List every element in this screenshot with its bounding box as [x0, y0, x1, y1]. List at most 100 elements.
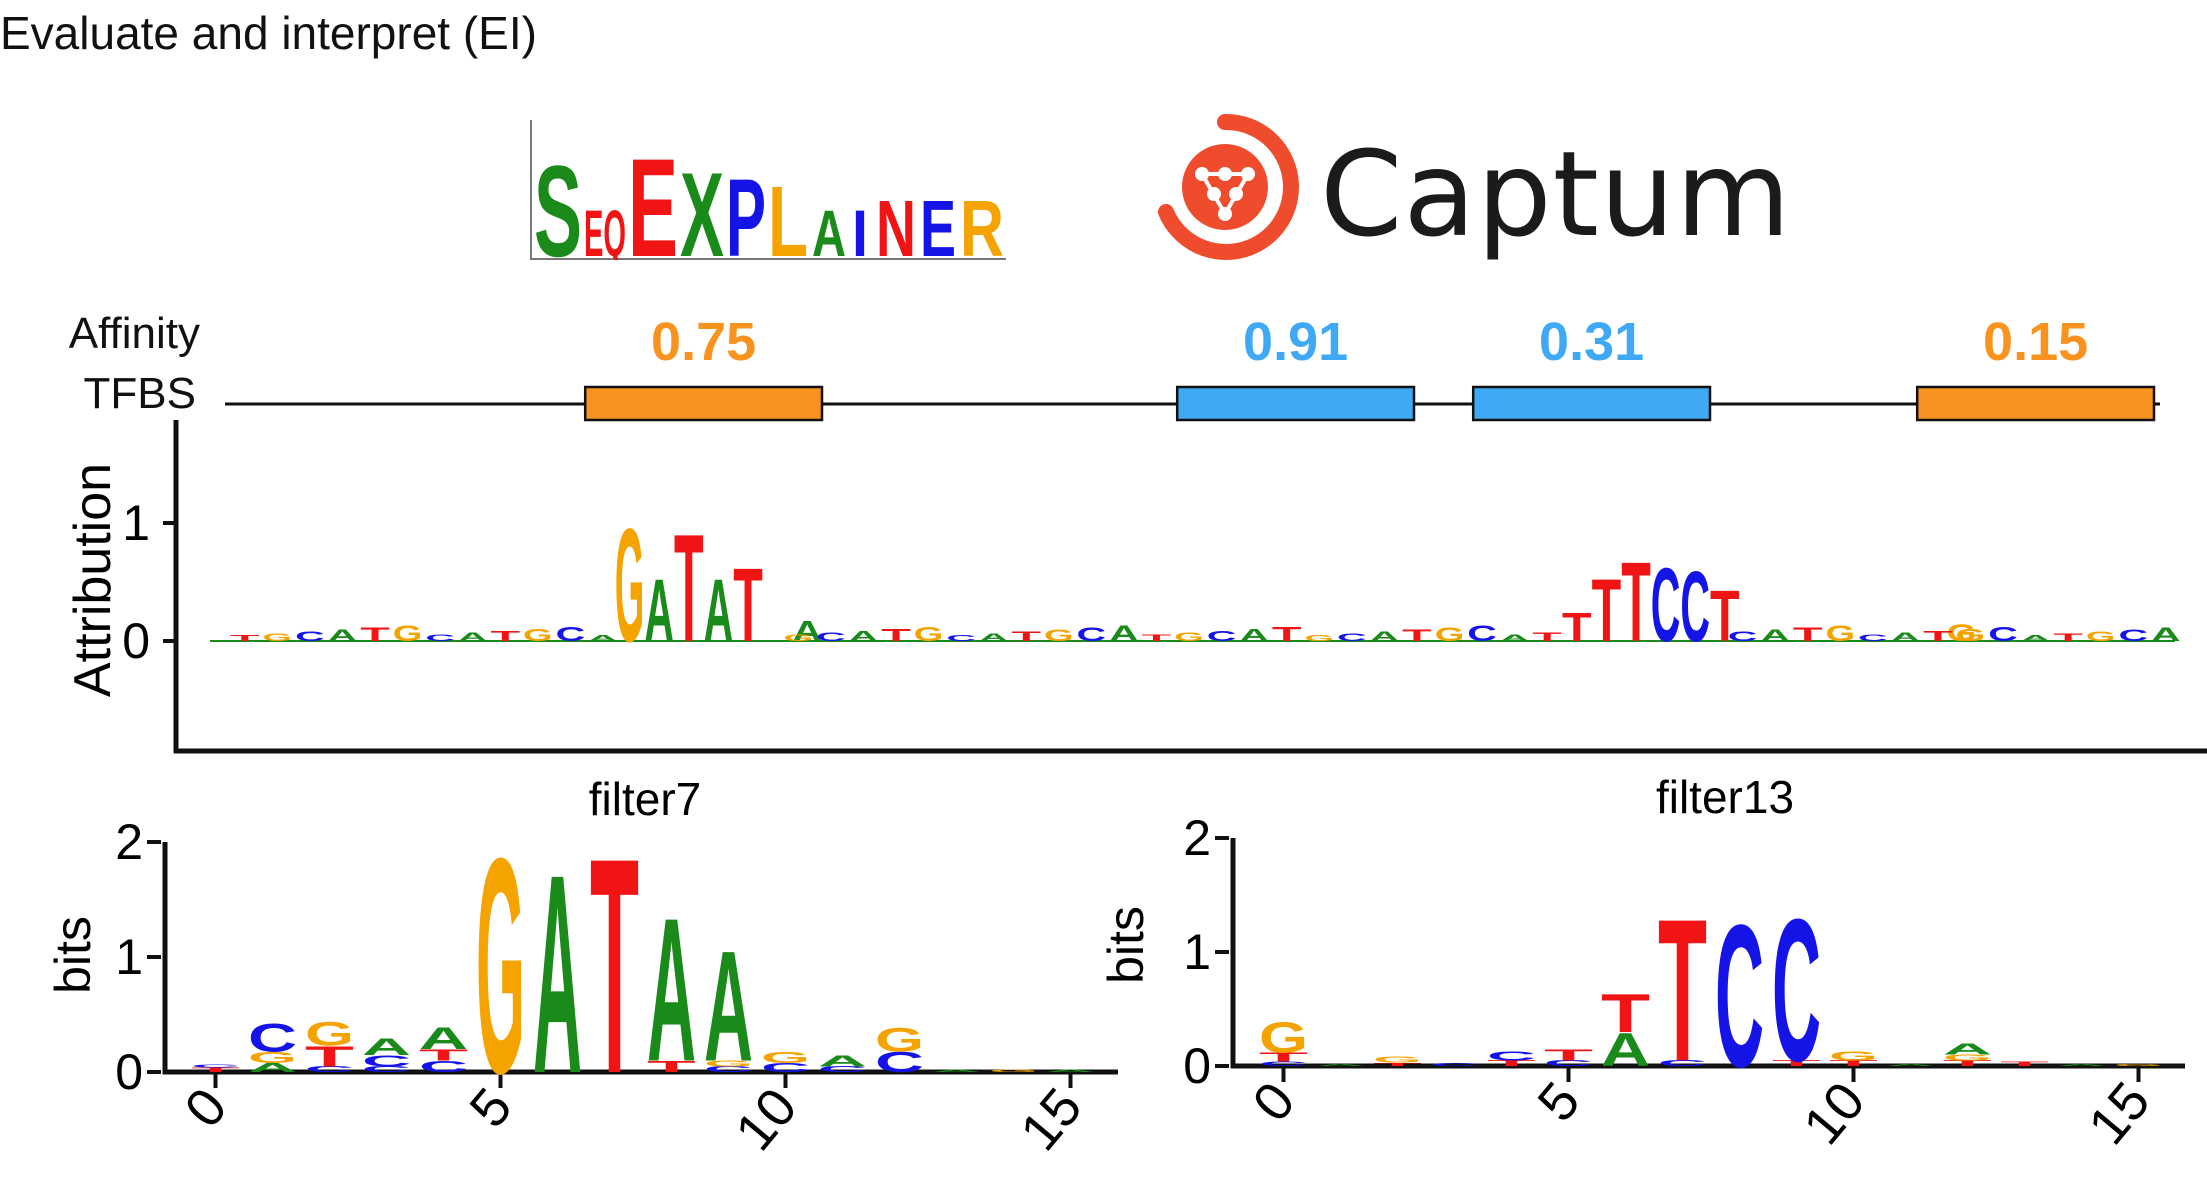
logo-letter: C	[191, 1063, 240, 1068]
affinity-value: 0.91	[1243, 312, 1348, 372]
logo-letter: G	[989, 1069, 1038, 1072]
attribution-letter: G	[1044, 627, 1074, 645]
logo-letter: G	[875, 1020, 924, 1059]
filter13-title: filter13	[1656, 771, 1794, 823]
logo-letter: E	[920, 184, 956, 260]
xtick-label: 0	[1241, 1071, 1306, 1133]
attribution-letter: C	[1337, 632, 1367, 644]
logo-letter: C	[1430, 1062, 1479, 1067]
attribution-letter: T	[1923, 628, 1953, 645]
attribution-letter: T	[1142, 633, 1172, 644]
ytick-label: 0	[1183, 1038, 1211, 1094]
attribution-letter: A	[792, 615, 822, 647]
logo-letter: A	[1886, 1063, 1935, 1066]
ytick-label: 1	[1183, 924, 1211, 980]
attribution-letter: C	[295, 629, 325, 644]
attribution-letter: T	[881, 625, 911, 645]
attribution-letter: T	[1592, 562, 1622, 661]
attribution-letter: T	[490, 628, 520, 645]
logo-letter: L	[768, 166, 808, 260]
attribution-letter: A	[2151, 624, 2181, 646]
logo-letter: C	[305, 1065, 354, 1074]
attribution-letter: C	[2118, 627, 2148, 645]
attribution-letter: C	[1467, 621, 1497, 646]
ytick-label: 2	[115, 814, 143, 870]
logo-letter: C	[1544, 1059, 1593, 1068]
logo-letter: G	[1259, 1014, 1308, 1062]
attribution-letter: A	[1500, 633, 1530, 644]
xtick-label: 5	[1526, 1071, 1591, 1133]
logo-letter: C	[1259, 1060, 1308, 1067]
logo-letter: G	[248, 1049, 297, 1067]
seqexplainer-logo: S EQ E X P L A I N E R	[530, 120, 1006, 286]
logo-letter: I	[852, 196, 868, 260]
affinity-label: Affinity	[69, 309, 200, 358]
xtick-label: 0	[173, 1077, 238, 1139]
attribution-letter: G	[1947, 619, 1977, 646]
logo-letter: A	[248, 1061, 297, 1075]
logo-letter: G	[476, 795, 525, 1138]
logo-letter: G	[1373, 1056, 1422, 1065]
logo-letter: C	[704, 1065, 753, 1074]
logo-letter: G	[761, 1049, 810, 1067]
logo-letter: A	[1046, 1069, 1095, 1072]
attribution-letter: G	[393, 621, 423, 646]
logo-letter: C	[761, 1061, 810, 1075]
ytick-label: 2	[1183, 810, 1211, 866]
logo-letter: T	[1601, 983, 1650, 1044]
logo-letter: C	[1658, 1059, 1707, 1068]
tfbs-site-box	[1915, 385, 2156, 422]
attribution-letter: G	[523, 625, 553, 645]
attribution-letter: G	[615, 496, 645, 677]
attribution-letter: T	[1710, 575, 1740, 656]
logo-letter: N	[876, 184, 916, 260]
tfbs-label: TFBS	[84, 369, 196, 418]
attribution-letter: G	[1825, 621, 1855, 646]
attribution-letter: G	[914, 623, 944, 646]
captum-icon	[1158, 113, 1299, 260]
attribution-letter: T	[733, 548, 763, 664]
logo-letter: C	[1772, 876, 1821, 1104]
logo-letter: T	[1943, 1059, 1992, 1068]
attribution-letter: C	[1207, 628, 1237, 645]
attribution-letter: A	[1891, 630, 1921, 644]
logo-letter: T	[1772, 1059, 1821, 1068]
figure-title: Evaluate and interpret (EI)	[0, 7, 537, 59]
logo-letter: E	[628, 129, 678, 260]
affinity-value: 0.15	[1983, 312, 2088, 372]
attribution-letter: A	[644, 562, 674, 661]
filter7-title: filter7	[589, 773, 701, 825]
tfbs-site-box	[583, 385, 824, 422]
attr-ytick-label-1: 1	[122, 495, 150, 551]
logo-letter: X	[680, 148, 724, 260]
logo-letter: A	[812, 196, 846, 260]
attribution-letter: C	[816, 630, 846, 644]
logo-letter: A	[362, 1034, 411, 1060]
attribution-letter: T	[1402, 627, 1432, 645]
attribution-letter: A	[979, 632, 1009, 644]
attribution-letter: T	[1011, 629, 1041, 644]
logo-letter: T	[1544, 1046, 1593, 1064]
logo-letter: C	[362, 1052, 411, 1070]
logo-letter: C	[248, 1016, 297, 1060]
tfbs-site-box	[1175, 385, 1416, 422]
logo-letter: T	[419, 1046, 468, 1064]
attribution-letter: T	[360, 624, 390, 646]
logo-letter: A	[2057, 1063, 2106, 1066]
attribution-letter: C	[425, 633, 455, 644]
attribution-letter: T	[2053, 632, 2083, 644]
logo-letter: C	[818, 1065, 867, 1074]
tfbs-site-box	[1471, 385, 1712, 422]
attr-ytick-label-0: 0	[122, 613, 150, 669]
logo-letter: C	[1715, 882, 1764, 1110]
logo-letter: R	[960, 184, 1004, 260]
logo-letter: G	[2114, 1063, 2163, 1066]
logo-letter: T	[1658, 876, 1707, 1104]
attribution-letter: T	[1562, 606, 1592, 651]
logo-letter: T	[1487, 1059, 1536, 1068]
attribution-letter: A	[704, 562, 734, 661]
attribution-letter: A	[588, 634, 618, 643]
attribution-letter: T	[1793, 624, 1823, 646]
attribution-letter: T	[1532, 630, 1562, 644]
